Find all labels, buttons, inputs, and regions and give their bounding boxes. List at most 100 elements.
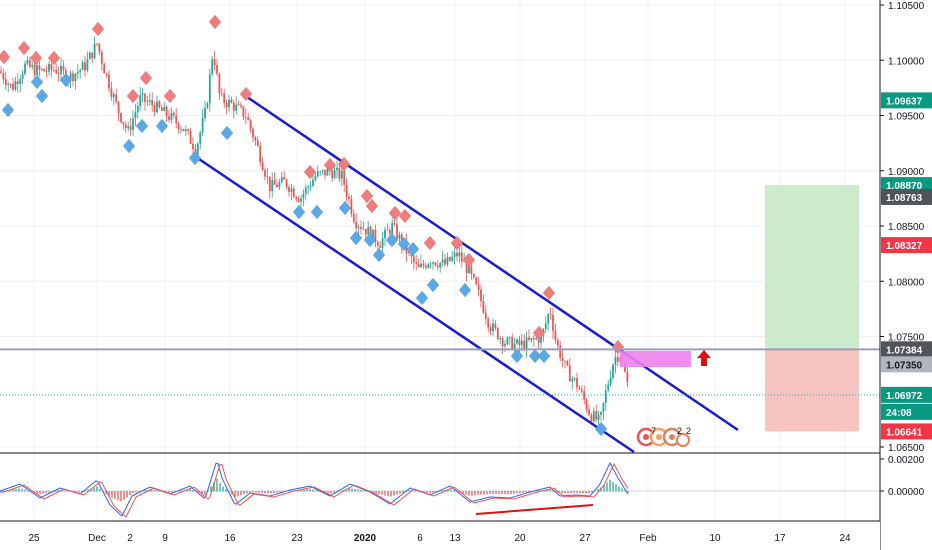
horizontal-level[interactable] <box>0 348 880 396</box>
candle-body <box>76 71 79 74</box>
osc-histogram-bar <box>48 491 50 493</box>
trough-marker <box>220 125 234 141</box>
candle-body <box>302 193 305 199</box>
price-badge <box>881 188 932 205</box>
candle-body <box>309 185 312 187</box>
osc-histogram-bar <box>291 490 293 492</box>
candle-body <box>7 83 10 85</box>
candle-body <box>444 259 446 265</box>
candle-body <box>513 343 516 350</box>
candle-body <box>547 314 550 324</box>
candle-body <box>168 116 170 120</box>
candle-body <box>612 364 614 378</box>
candle-body <box>151 100 154 106</box>
osc-histogram-bar <box>513 491 515 494</box>
trough-marker <box>310 204 324 220</box>
candle-body <box>564 360 566 362</box>
candle-body <box>276 184 278 188</box>
candle-body <box>590 414 593 422</box>
osc-histogram-bar <box>96 486 98 492</box>
price-badge <box>881 423 932 440</box>
time-tick-label: 20 <box>514 533 526 544</box>
price-axis[interactable]: 1.10500 1.10000 1.09500 1.09000 1.08500 1.080… <box>879 0 932 550</box>
osc-histogram-bar <box>273 491 275 494</box>
peak-marker <box>126 88 140 104</box>
osc-histogram-bar <box>330 491 332 494</box>
osc-histogram-bar <box>36 491 38 494</box>
candle-body <box>477 284 480 290</box>
candle-body <box>175 115 178 124</box>
candle-body <box>580 389 583 392</box>
candle-body <box>273 179 276 185</box>
osc-histogram-bar <box>480 491 482 495</box>
candle-body <box>163 106 166 111</box>
candle-body <box>96 43 98 45</box>
osc-histogram-bar <box>492 491 494 494</box>
osc-histogram-bar <box>264 491 266 494</box>
osc-histogram-bar <box>186 489 188 492</box>
candle-body <box>384 229 386 239</box>
candle-body <box>412 256 415 263</box>
candle-body <box>453 252 456 257</box>
osc-histogram-bar <box>594 490 596 492</box>
time-tick-label: 25 <box>28 533 40 544</box>
osc-histogram-bar <box>54 490 56 492</box>
trough-marker <box>188 150 202 166</box>
candle-body <box>110 88 113 97</box>
candle-body <box>336 167 338 171</box>
osc-histogram-bar <box>582 491 584 494</box>
candle-body <box>460 252 463 262</box>
descending-channel[interactable] <box>192 95 739 454</box>
candle-body <box>408 251 410 254</box>
candle-body <box>307 186 310 188</box>
candle-body <box>252 128 254 138</box>
candle-body <box>340 170 343 179</box>
trough-marker <box>292 204 306 220</box>
candle-body <box>199 132 202 144</box>
osc-tick-label: 0.00200 <box>888 455 925 466</box>
candle-body <box>74 73 77 82</box>
osc-histogram-bar <box>453 490 455 492</box>
candle-body <box>331 170 334 179</box>
osc-histogram-bar <box>507 491 509 495</box>
osc-histogram-bar <box>222 486 224 492</box>
price-badge-label: 1.07350 <box>886 360 923 371</box>
candle-body <box>218 73 221 94</box>
osc-histogram-bar <box>396 491 398 495</box>
candle-body <box>552 314 554 331</box>
stop-loss-zone <box>765 349 859 432</box>
candle-body <box>93 43 96 59</box>
osc-histogram-bar <box>15 488 17 492</box>
candle-body <box>43 69 46 72</box>
candle-body <box>108 74 110 89</box>
candle-body <box>283 177 286 180</box>
candle-body <box>585 399 588 410</box>
candle-body <box>326 168 329 176</box>
candle-body <box>424 265 427 268</box>
osc-histogram-bar <box>624 490 626 492</box>
candle-body <box>588 409 590 415</box>
candle-body <box>201 117 204 133</box>
peak-marker <box>423 235 437 251</box>
osc-histogram-bar <box>108 491 110 497</box>
trough-marker <box>349 230 363 246</box>
candle-body <box>518 339 521 345</box>
candle-body <box>189 131 192 144</box>
candle-body <box>278 182 281 188</box>
candle-body <box>4 79 7 85</box>
candle-body <box>458 252 461 257</box>
osc-histogram-bar <box>402 491 404 493</box>
candle-body <box>312 179 314 186</box>
osc-histogram-bar <box>516 491 518 494</box>
osc-histogram-bar <box>435 491 437 493</box>
candle-body <box>607 384 610 391</box>
price-badge-label: 24:08 <box>886 408 912 419</box>
time-axis[interactable]: 25 Dec 2 9 16 23 2020 6 13 20 27 Feb 10 17 24 <box>0 520 880 550</box>
osc-histogram-bar <box>567 491 569 494</box>
time-tick-label: 17 <box>774 533 786 544</box>
candle-body <box>105 73 108 75</box>
price-tick-label: 1.10500 <box>888 1 925 12</box>
osc-histogram-bar <box>498 491 500 495</box>
